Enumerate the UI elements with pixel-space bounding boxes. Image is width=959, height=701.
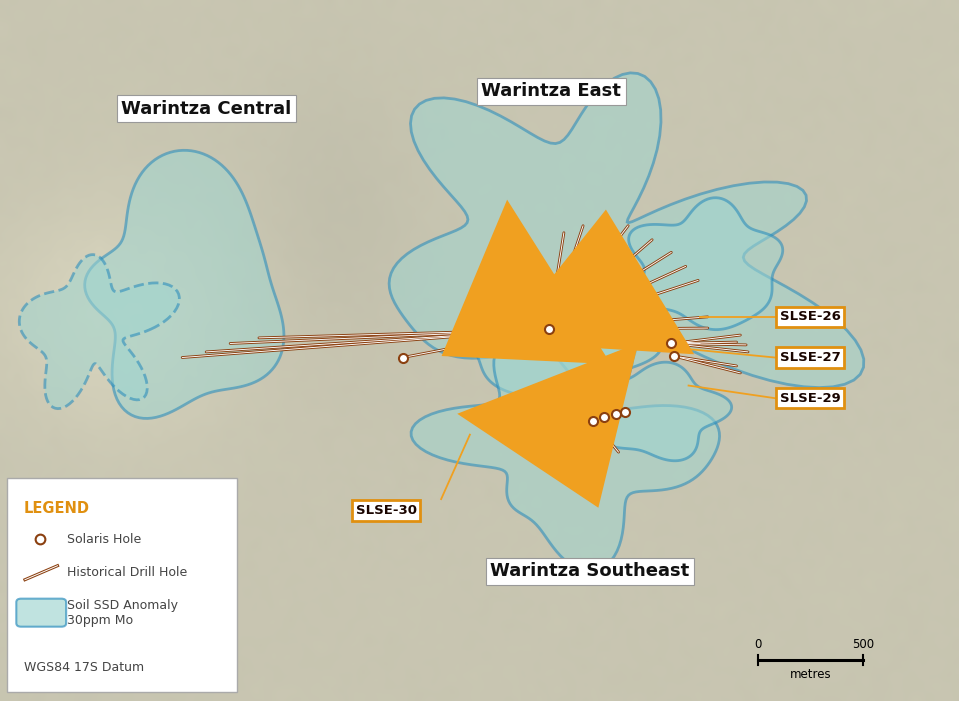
Polygon shape	[389, 73, 864, 390]
Text: WGS84 17S Datum: WGS84 17S Datum	[24, 661, 144, 674]
Text: SLSE-30: SLSE-30	[356, 504, 417, 517]
Text: 0: 0	[754, 638, 761, 651]
Polygon shape	[19, 254, 179, 409]
Text: SLSE-26: SLSE-26	[780, 311, 840, 323]
Text: Solaris Hole: Solaris Hole	[67, 533, 141, 545]
Text: Warintza Central: Warintza Central	[121, 100, 292, 118]
Text: Historical Drill Hole: Historical Drill Hole	[67, 566, 187, 579]
Text: LEGEND: LEGEND	[24, 501, 90, 516]
Polygon shape	[629, 198, 783, 329]
Text: SLSE-27: SLSE-27	[780, 351, 840, 364]
FancyBboxPatch shape	[16, 599, 66, 627]
Polygon shape	[411, 320, 719, 571]
Text: metres: metres	[789, 668, 831, 681]
Polygon shape	[594, 362, 732, 461]
Text: 500: 500	[852, 638, 875, 651]
Polygon shape	[464, 293, 662, 397]
Text: Warintza East: Warintza East	[481, 82, 621, 100]
Polygon shape	[84, 150, 284, 418]
Text: Warintza Southeast: Warintza Southeast	[490, 562, 690, 580]
Text: SLSE-29: SLSE-29	[780, 392, 840, 404]
Text: Soil SSD Anomaly
30ppm Mo: Soil SSD Anomaly 30ppm Mo	[67, 599, 178, 627]
FancyBboxPatch shape	[7, 478, 237, 692]
